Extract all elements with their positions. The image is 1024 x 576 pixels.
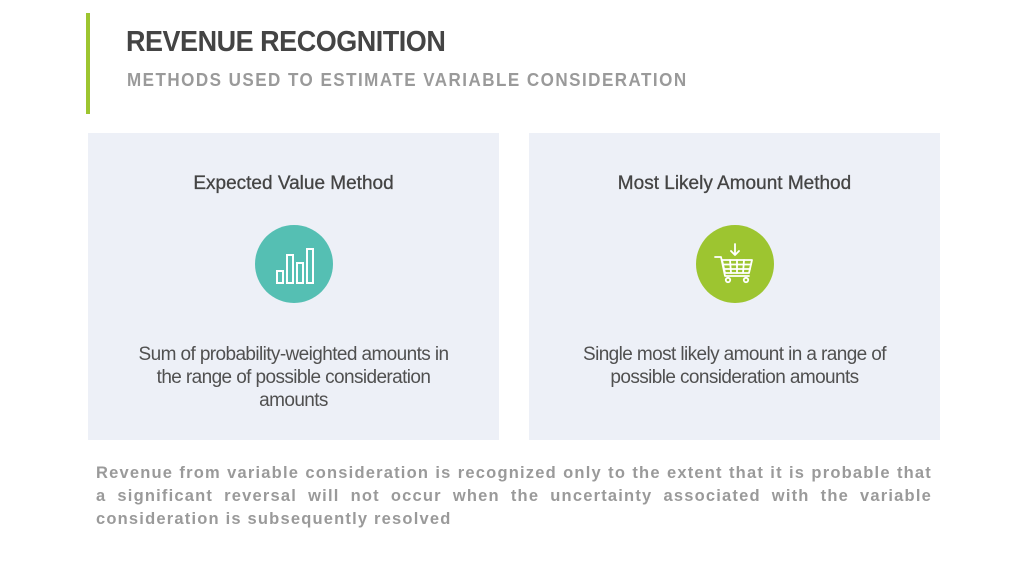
card-expected-value-method: Expected Value Method Sum of probability… bbox=[88, 133, 499, 440]
footer-note: Revenue from variable consideration is r… bbox=[96, 464, 932, 528]
bar-chart-icon bbox=[254, 225, 333, 303]
page-subtitle: METHODS USED TO ESTIMATE VARIABLE CONSID… bbox=[127, 69, 688, 90]
card-heading: Expected Value Method bbox=[193, 173, 394, 194]
page-title: REVENUE RECOGNITION bbox=[126, 26, 446, 58]
card-description: Sum of probability-weighted amounts in t… bbox=[138, 344, 449, 411]
accent-bar bbox=[86, 13, 90, 114]
card-most-likely-amount-method: Most Likely Amount Method Single most li… bbox=[529, 133, 940, 440]
card-description: Single most likely amount in a range of … bbox=[583, 344, 887, 388]
card-heading: Most Likely Amount Method bbox=[617, 173, 852, 194]
shopping-cart-icon bbox=[695, 225, 774, 303]
